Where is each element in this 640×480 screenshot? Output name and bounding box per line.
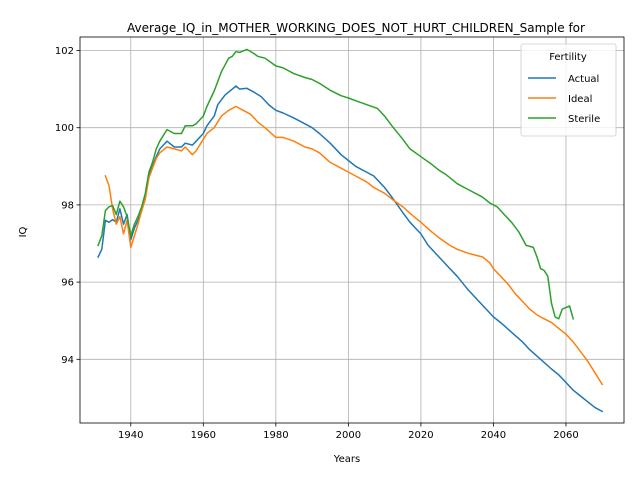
plot-frame [79,36,625,424]
series-lines [97,48,604,413]
chart-title: Average_IQ_in_MOTHER_WORKING_DOES_NOT_HU… [127,21,585,35]
x-tick-label: 2040 [481,430,506,441]
x-axis-ticks: 1940 1960 1980 2000 2020 2040 2060 [118,423,579,441]
y-axis-label: IQ [18,226,29,237]
legend-label-actual: Actual [568,74,599,85]
y-tick-label: 102 [55,46,74,57]
x-tick-label: 2060 [553,430,578,441]
x-tick-label: 1980 [263,430,288,441]
legend-label-sterile: Sterile [568,114,600,125]
y-tick-label: 100 [55,123,74,134]
legend-label-ideal: Ideal [568,94,592,105]
y-tick-label: 98 [61,200,74,211]
series-line-ideal [104,105,604,386]
series-line-sterile [97,48,575,320]
legend-items: Actual Ideal Sterile [528,74,600,125]
legend-title: Fertility [549,52,587,63]
x-tick-label: 1940 [118,430,143,441]
x-axis-label: Years [333,454,360,465]
y-axis-ticks: 94 96 98 100 102 [55,46,80,366]
y-tick-label: 96 [61,278,74,289]
legend-box [520,43,617,137]
x-tick-label: 2020 [408,430,433,441]
y-tick-label: 94 [61,355,74,366]
x-tick-label: 1960 [191,430,216,441]
legend: Fertility Actual Ideal Sterile [520,43,617,137]
x-tick-label: 2000 [336,430,361,441]
